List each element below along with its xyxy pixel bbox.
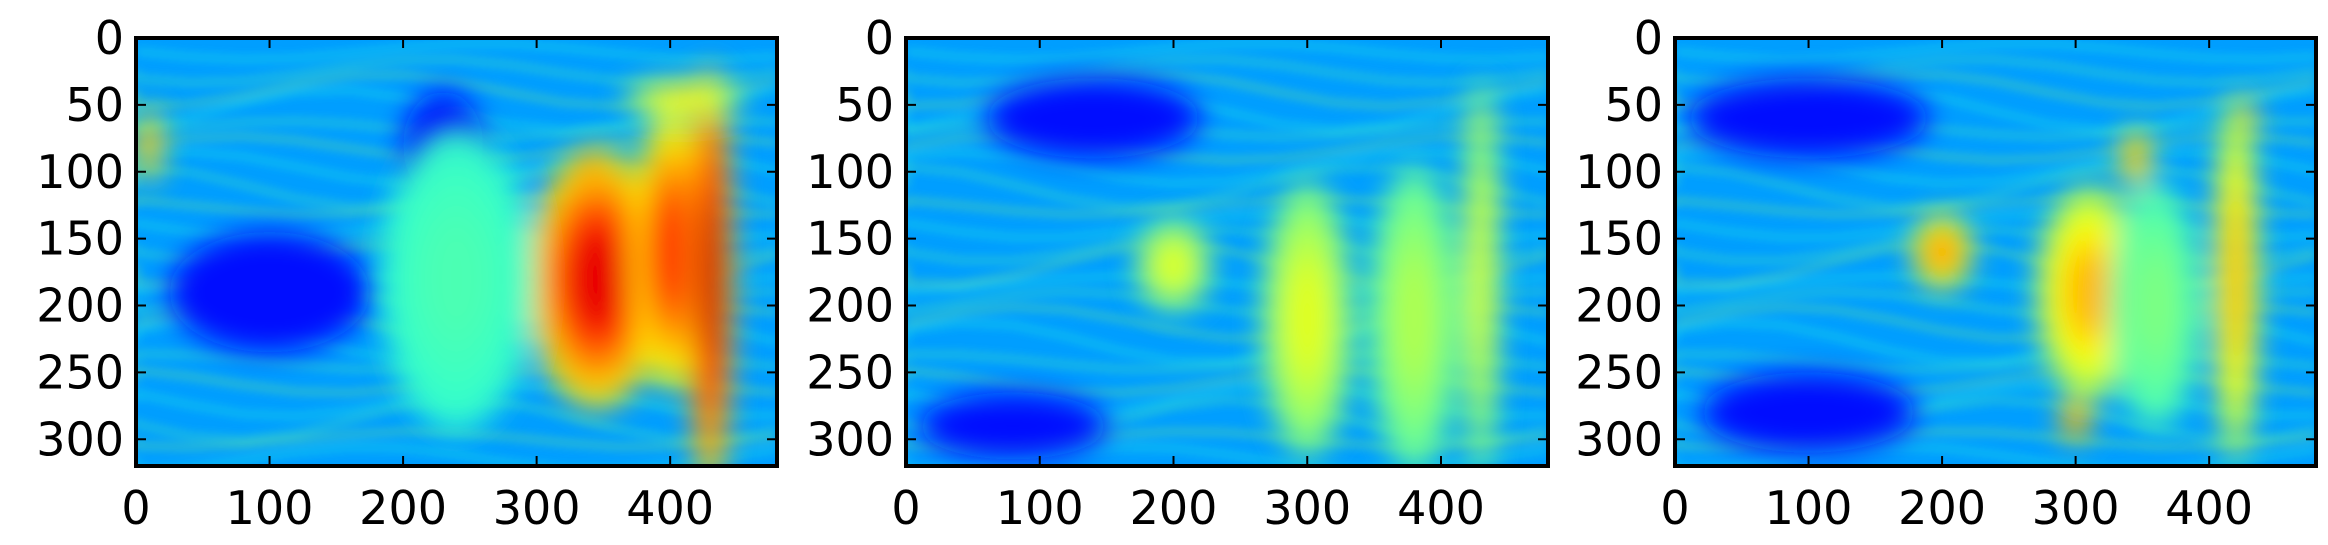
texture-streak: [136, 429, 777, 450]
y-tick-label: 0: [865, 11, 894, 65]
hot-region: [660, 91, 707, 106]
texture-streak: [1675, 165, 2316, 209]
x-tick-label: 300: [1263, 481, 1351, 535]
hot-region: [144, 130, 154, 160]
x-tick-label: 0: [891, 481, 920, 535]
texture-streak: [1675, 227, 2316, 264]
x-tick-label: 200: [359, 481, 447, 535]
texture-streak: [906, 87, 1548, 132]
y-tick-label: 50: [835, 78, 894, 132]
texture-streak: [1675, 196, 2316, 217]
texture-streak: [906, 165, 1548, 209]
texture-streak: [1675, 351, 2316, 372]
texture-streak: [906, 134, 1548, 163]
y-tick-label: 50: [65, 78, 124, 132]
cold-region: [169, 231, 370, 353]
panel-1: 0 100 200 300 400 0 50 100 150 200 250 300: [36, 11, 779, 535]
hot-region: [2069, 410, 2082, 428]
hot-region: [2138, 259, 2173, 352]
y-tick-label: 50: [1604, 78, 1663, 132]
hot-region: [2129, 146, 2142, 170]
y-tick-label: 200: [806, 279, 894, 333]
texture-streak: [136, 41, 777, 62]
y-tick-label: 300: [1575, 412, 1663, 466]
cold-region: [919, 392, 1107, 460]
plot-frame: [904, 36, 1550, 468]
y-tick-label: 0: [95, 11, 124, 65]
y-tick-label: 200: [36, 279, 124, 333]
heatmap-image: [1675, 38, 2316, 466]
x-tick-label: 100: [1765, 481, 1853, 535]
heatmap-image: [906, 38, 1548, 466]
x-tick-label: 300: [493, 481, 581, 535]
texture-streak: [1675, 57, 2316, 85]
panel-2: 0 100 200 300 400 0 50 100 150 200 250 300: [806, 11, 1550, 535]
y-tick-label: 100: [1575, 145, 1663, 199]
y-tick-label: 250: [1575, 345, 1663, 399]
texture-streak: [1675, 444, 2316, 466]
y-tick-label: 150: [1575, 212, 1663, 266]
y-tick-label: 200: [1575, 279, 1663, 333]
texture-streak: [136, 444, 777, 466]
hot-region: [1289, 267, 1325, 371]
x-tick-label: 400: [2165, 481, 2253, 535]
cold-region: [1701, 372, 1916, 453]
texture-streak: [1675, 149, 2316, 186]
hot-region: [2227, 209, 2245, 348]
y-tick-label: 250: [36, 345, 124, 399]
x-tick-label: 0: [121, 481, 150, 535]
y-tick-label: 100: [36, 145, 124, 199]
texture-streak: [906, 57, 1548, 85]
x-tick-label: 200: [1130, 481, 1218, 535]
y-tick-label: 250: [806, 345, 894, 399]
hot-region: [655, 200, 685, 304]
hot-region: [570, 229, 623, 328]
x-tick-label: 200: [1898, 481, 1986, 535]
hot-region: [427, 221, 486, 337]
texture-streak: [1675, 212, 2316, 240]
y-tick-label: 300: [806, 412, 894, 466]
texture-streak: [1675, 367, 2316, 395]
hot-region: [1396, 261, 1432, 377]
x-tick-label: 300: [2032, 481, 2120, 535]
x-tick-label: 0: [1660, 481, 1689, 535]
hot-region: [701, 198, 719, 360]
cold-region: [986, 78, 1201, 159]
cold-region: [1688, 78, 1929, 159]
panel-3: 0 100 200 300 400 0 50 100 150 200 250 300: [1575, 11, 2318, 535]
plot-frame: [134, 36, 779, 468]
texture-streak: [906, 444, 1548, 466]
y-tick-label: 100: [806, 145, 894, 199]
texture-streak: [906, 41, 1548, 62]
y-tick-label: 300: [36, 412, 124, 466]
x-tick-label: 100: [996, 481, 1084, 535]
hot-region: [1159, 248, 1188, 283]
y-tick-label: 0: [1634, 11, 1663, 65]
x-tick-label: 400: [1397, 481, 1485, 535]
hot-region: [585, 159, 595, 171]
texture-streak: [1675, 41, 2316, 62]
texture-streak: [906, 72, 1548, 109]
hot-region: [1474, 203, 1489, 354]
texture-streak: [1675, 429, 2316, 450]
hot-region: [2068, 251, 2110, 333]
y-tick-label: 150: [36, 212, 124, 266]
texture-streak: [906, 119, 1548, 139]
y-tick-label: 150: [806, 212, 894, 266]
texture-streak: [906, 149, 1548, 186]
x-tick-label: 400: [626, 481, 714, 535]
x-tick-label: 100: [226, 481, 314, 535]
plot-frame: [1673, 36, 2318, 468]
hot-region: [1930, 237, 1954, 267]
heatmap-image: [136, 38, 777, 466]
